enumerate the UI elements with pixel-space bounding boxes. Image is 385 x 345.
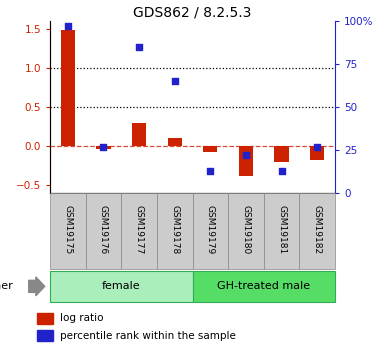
Bar [275,146,289,162]
Point [136,44,142,49]
Bar [167,138,182,146]
Bar [239,146,253,176]
Bar [37,330,54,341]
Bar [157,193,192,269]
Text: GSM19175: GSM19175 [64,205,72,254]
Bar [300,193,335,269]
Text: log ratio: log ratio [60,314,104,323]
Bar [121,193,157,269]
Point [207,168,213,174]
Point [243,152,249,158]
Bar [192,193,228,269]
Bar [264,193,300,269]
Point [100,144,107,149]
Bar [192,271,335,302]
Text: GSM19179: GSM19179 [206,205,215,254]
Text: GSM19182: GSM19182 [313,205,321,254]
Bar [50,271,192,302]
Text: percentile rank within the sample: percentile rank within the sample [60,331,236,341]
Bar [85,193,121,269]
Text: GSM19181: GSM19181 [277,205,286,254]
Bar [228,193,264,269]
Text: female: female [102,282,141,291]
Bar [310,146,324,160]
Bar [96,146,110,148]
FancyArrow shape [29,277,45,296]
Bar [50,193,85,269]
Text: GSM19178: GSM19178 [170,205,179,254]
Text: GSM19177: GSM19177 [135,205,144,254]
Point [65,23,71,29]
Point [172,78,178,84]
Title: GDS862 / 8.2.5.3: GDS862 / 8.2.5.3 [133,6,252,20]
Bar [37,313,54,324]
Bar [61,30,75,146]
Text: GH-treated male: GH-treated male [217,282,310,291]
Text: GSM19180: GSM19180 [241,205,250,254]
Text: other: other [0,282,13,291]
Point [314,144,320,149]
Bar [203,146,218,152]
Point [278,168,285,174]
Text: GSM19176: GSM19176 [99,205,108,254]
Bar [132,122,146,146]
